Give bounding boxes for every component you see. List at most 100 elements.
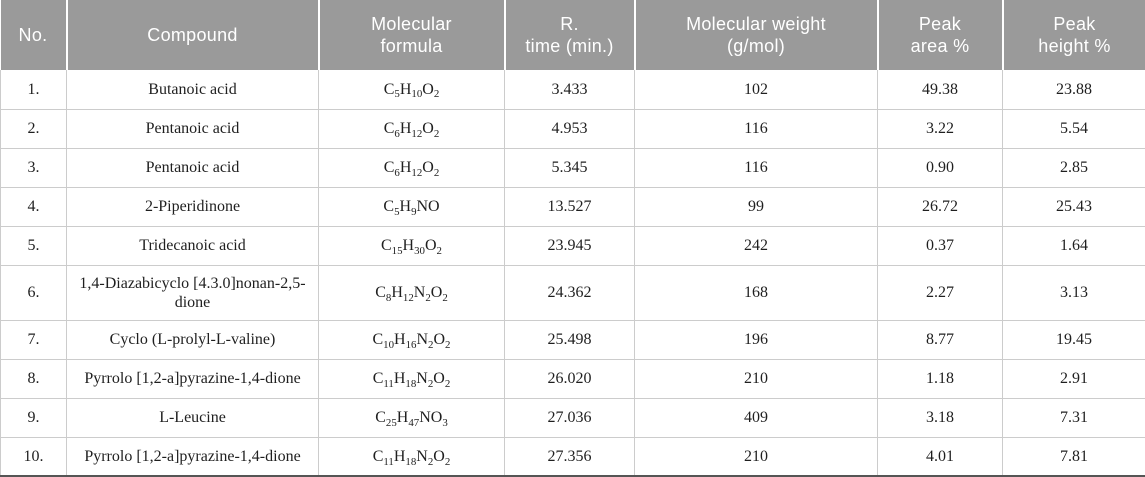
column-header-no: No. bbox=[0, 0, 68, 70]
table-header-row: No. Compound Molecular formula R. time (… bbox=[0, 0, 1145, 70]
cell-mol-weight: 210 bbox=[634, 436, 878, 477]
cell-compound: L-Leucine bbox=[66, 397, 319, 438]
formula-subscript: 25 bbox=[385, 417, 397, 430]
formula-subscript: 10 bbox=[411, 88, 423, 101]
formula-subscript: 11 bbox=[383, 455, 394, 468]
table-row: 5. Tridecanoic acid C15H30O2 23.945 242 0.37 1… bbox=[0, 225, 1145, 266]
cell-r-time: 23.945 bbox=[504, 225, 635, 266]
column-header-molecular-formula: Molecular formula bbox=[318, 0, 506, 70]
cell-peak-area: 0.90 bbox=[877, 147, 1003, 188]
cell-compound: Cyclo (L-prolyl-L-valine) bbox=[66, 319, 319, 360]
cell-peak-height: 7.31 bbox=[1002, 397, 1145, 438]
formula-subscript: 12 bbox=[411, 127, 423, 140]
cell-mol-weight: 168 bbox=[634, 264, 878, 321]
cell-no: 9. bbox=[0, 397, 67, 438]
formula-subscript: 2 bbox=[444, 455, 451, 468]
formula-subscript: 2 bbox=[444, 378, 451, 391]
cell-mol-weight: 196 bbox=[634, 319, 878, 360]
cell-peak-area: 49.38 bbox=[877, 70, 1003, 110]
formula-subscript: 2 bbox=[428, 339, 434, 352]
cell-peak-height: 7.81 bbox=[1002, 436, 1145, 477]
cell-peak-area: 26.72 bbox=[877, 186, 1003, 227]
cell-r-time: 26.020 bbox=[504, 358, 635, 399]
cell-r-time: 3.433 bbox=[504, 70, 635, 110]
cell-compound: Butanoic acid bbox=[66, 70, 319, 110]
formula-subscript: 30 bbox=[414, 244, 425, 257]
cell-peak-height: 3.13 bbox=[1002, 264, 1145, 321]
cell-compound: Pyrrolo [1,2-a]pyrazine-1,4-dione bbox=[66, 436, 319, 477]
cell-compound: 2-Piperidinone bbox=[66, 186, 319, 227]
cell-mol-weight: 116 bbox=[634, 108, 878, 149]
cell-compound: 1,4-Diazabicyclo [4.3.0]nonan-2,5-dione bbox=[66, 264, 319, 321]
cell-no: 7. bbox=[0, 319, 67, 360]
cell-peak-area: 3.22 bbox=[877, 108, 1003, 149]
cell-mol-weight: 102 bbox=[634, 70, 878, 110]
formula-subscript: 5 bbox=[394, 205, 400, 218]
cell-no: 10. bbox=[0, 436, 67, 477]
cell-r-time: 13.527 bbox=[504, 186, 635, 227]
formula-subscript: 2 bbox=[433, 166, 440, 179]
formula-subscript: 8 bbox=[385, 291, 392, 304]
formula-subscript: 11 bbox=[383, 378, 394, 391]
column-header-compound: Compound bbox=[66, 0, 320, 70]
cell-peak-area: 2.27 bbox=[877, 264, 1003, 321]
table-header: No. Compound Molecular formula R. time (… bbox=[0, 0, 1145, 70]
cell-formula: C8H12N2O2 bbox=[318, 264, 505, 321]
table-row: 4. 2-Piperidinone C5H9NO 13.527 99 26.72 25.43 bbox=[0, 186, 1145, 227]
table-row: 6. 1,4-Diazabicyclo [4.3.0]nonan-2,5-dion… bbox=[0, 264, 1145, 321]
cell-compound: Pyrrolo [1,2-a]pyrazine-1,4-dione bbox=[66, 358, 319, 399]
cell-no: 8. bbox=[0, 358, 67, 399]
formula-subscript: 2 bbox=[425, 291, 431, 304]
cell-mol-weight: 116 bbox=[634, 147, 878, 188]
cell-r-time: 5.345 bbox=[504, 147, 635, 188]
cell-r-time: 25.498 bbox=[504, 319, 635, 360]
formula-subscript: 2 bbox=[427, 455, 434, 468]
cell-mol-weight: 99 bbox=[634, 186, 878, 227]
table-row: 1. Butanoic acid C5H10O2 3.433 102 49.38 23.88 bbox=[0, 70, 1145, 110]
cell-formula: C11H18N2O2 bbox=[318, 436, 505, 477]
cell-peak-height: 5.54 bbox=[1002, 108, 1145, 149]
cell-mol-weight: 210 bbox=[634, 358, 878, 399]
cell-compound: Pentanoic acid bbox=[66, 108, 319, 149]
cell-peak-height: 25.43 bbox=[1002, 186, 1145, 227]
formula-subscript: 10 bbox=[383, 339, 395, 352]
cell-r-time: 24.362 bbox=[504, 264, 635, 321]
cell-no: 4. bbox=[0, 186, 67, 227]
cell-mol-weight: 409 bbox=[634, 397, 878, 438]
column-header-peak-area: Peak area % bbox=[877, 0, 1004, 70]
cell-formula: C6H12O2 bbox=[318, 147, 505, 188]
cell-peak-area: 8.77 bbox=[877, 319, 1003, 360]
cell-formula: C5H10O2 bbox=[318, 70, 505, 110]
cell-no: 6. bbox=[0, 264, 67, 321]
formula-subscript: 2 bbox=[427, 378, 434, 391]
column-header-r-time: R. time (min.) bbox=[504, 0, 636, 70]
cell-formula: C15H30O2 bbox=[318, 225, 505, 266]
cell-no: 1. bbox=[0, 70, 67, 110]
formula-subscript: 9 bbox=[411, 205, 417, 218]
cell-no: 3. bbox=[0, 147, 67, 188]
table-body: 1. Butanoic acid C5H10O2 3.433 102 49.38 23.88… bbox=[0, 70, 1145, 477]
cell-peak-height: 2.85 bbox=[1002, 147, 1145, 188]
table-row: 8. Pyrrolo [1,2-a]pyrazine-1,4-dione C11H1… bbox=[0, 358, 1145, 399]
cell-peak-height: 19.45 bbox=[1002, 319, 1145, 360]
column-header-molecular-weight: Molecular weight (g/mol) bbox=[634, 0, 879, 70]
cell-mol-weight: 242 bbox=[634, 225, 878, 266]
formula-subscript: 12 bbox=[411, 166, 423, 179]
formula-subscript: 15 bbox=[391, 244, 403, 257]
cell-formula: C5H9NO bbox=[318, 186, 505, 227]
cell-formula: C10H16N2O2 bbox=[318, 319, 505, 360]
cell-r-time: 27.036 bbox=[504, 397, 635, 438]
column-header-peak-height: Peak height % bbox=[1002, 0, 1145, 70]
formula-subscript: 2 bbox=[436, 244, 442, 257]
formula-subscript: 12 bbox=[402, 291, 414, 304]
table-row: 9. L-Leucine C25H47NO3 27.036 409 3.18 7.31 bbox=[0, 397, 1145, 438]
cell-compound: Tridecanoic acid bbox=[66, 225, 319, 266]
formula-subscript: 16 bbox=[405, 339, 417, 352]
formula-subscript: 2 bbox=[445, 339, 451, 352]
cell-peak-height: 23.88 bbox=[1002, 70, 1145, 110]
formula-subscript: 18 bbox=[405, 455, 417, 468]
cell-peak-area: 3.18 bbox=[877, 397, 1003, 438]
cell-peak-area: 1.18 bbox=[877, 358, 1003, 399]
